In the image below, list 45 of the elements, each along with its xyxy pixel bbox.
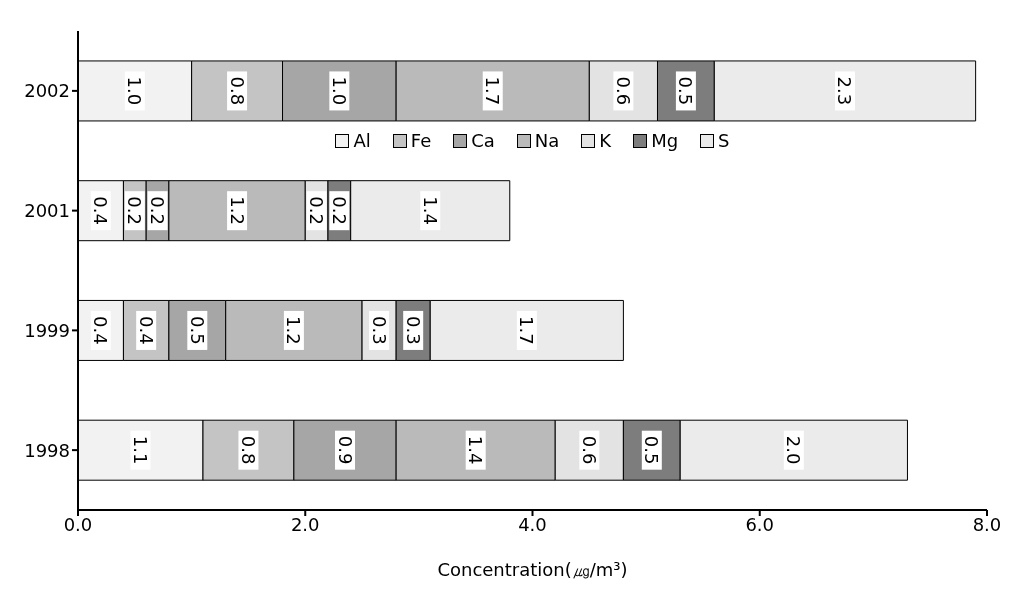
data-label: 1.0 bbox=[328, 76, 350, 106]
x-axis-title: Concentration(㎍/m³) bbox=[437, 559, 628, 580]
data-label: 0.4 bbox=[135, 316, 157, 345]
data-label: 1.7 bbox=[516, 316, 538, 345]
data-label: 1.4 bbox=[419, 196, 441, 226]
x-tick-label: 8.0 bbox=[972, 513, 1002, 535]
y-tick-label: 2001 bbox=[24, 200, 70, 222]
data-label: 0.2 bbox=[124, 196, 146, 226]
data-label: 0.4 bbox=[90, 196, 112, 226]
y-tick-label: 2002 bbox=[24, 80, 70, 102]
legend-label: Ca bbox=[470, 130, 495, 151]
y-tick-label: 1998 bbox=[24, 439, 70, 461]
x-tick-label: 0.0 bbox=[63, 513, 93, 535]
data-label: 0.6 bbox=[612, 76, 634, 106]
data-label: 0.2 bbox=[147, 196, 169, 226]
data-label: 1.2 bbox=[226, 196, 248, 226]
data-label: 1.0 bbox=[124, 76, 146, 106]
data-label: 0.3 bbox=[402, 316, 424, 345]
data-label: 0.6 bbox=[578, 435, 600, 465]
y-tick-label: 1999 bbox=[24, 319, 70, 341]
data-label: 0.2 bbox=[306, 196, 328, 226]
x-tick-label: 6.0 bbox=[745, 513, 775, 535]
legend-label: Mg bbox=[650, 130, 679, 151]
data-label: 1.2 bbox=[283, 316, 305, 345]
data-label: 0.4 bbox=[90, 316, 112, 345]
x-tick-label: 4.0 bbox=[518, 513, 547, 535]
data-label: 0.8 bbox=[226, 76, 248, 106]
data-label: 0.9 bbox=[334, 435, 356, 465]
data-label: 1.4 bbox=[465, 435, 487, 465]
legend-label: K bbox=[598, 130, 612, 151]
x-tick-label: 2.0 bbox=[290, 513, 320, 535]
data-label: 0.2 bbox=[328, 196, 350, 226]
data-label: 2.3 bbox=[834, 76, 856, 106]
data-label: 0.5 bbox=[186, 316, 208, 345]
data-label: 1.1 bbox=[129, 435, 151, 465]
data-label: 0.5 bbox=[641, 435, 663, 465]
data-label: 0.8 bbox=[237, 435, 259, 465]
legend-label: S bbox=[717, 130, 730, 151]
legend-label: Fe bbox=[409, 130, 432, 151]
data-label: 2.0 bbox=[783, 435, 805, 465]
data-label: 0.3 bbox=[368, 316, 390, 345]
data-label: 1.7 bbox=[482, 76, 504, 106]
data-label: 0.5 bbox=[675, 76, 697, 106]
legend-label: Na bbox=[533, 130, 560, 151]
legend-label: Al bbox=[352, 130, 371, 151]
